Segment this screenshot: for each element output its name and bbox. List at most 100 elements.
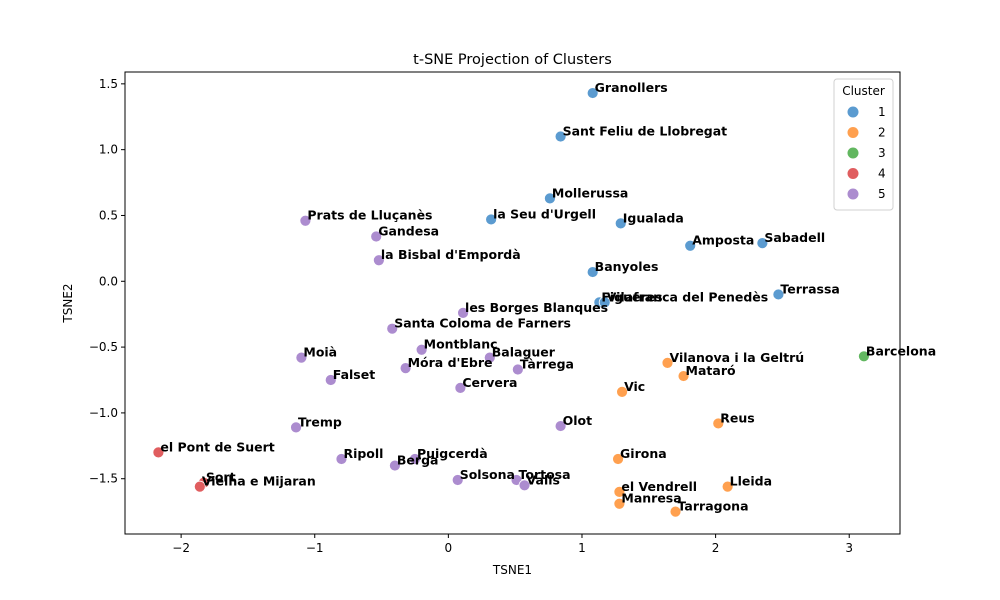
point-label: Tremp <box>298 414 342 429</box>
data-point <box>858 350 870 363</box>
point-label: Mataró <box>686 363 736 378</box>
point-label: Gandesa <box>378 224 439 239</box>
point-label: la Seu d'Urgell <box>493 206 596 221</box>
point-label: Balaguer <box>492 345 556 360</box>
point-label: Tortosa <box>519 467 571 482</box>
point-label: Vic <box>624 379 645 394</box>
point-label: el Pont de Suert <box>160 439 274 454</box>
x-tick-label: 1 <box>578 541 586 555</box>
y-tick-label: 1.0 <box>99 143 118 157</box>
point-label: Lleida <box>730 474 772 489</box>
y-tick-label: −1.5 <box>89 472 118 486</box>
point-label: Olot <box>563 413 592 428</box>
data-point <box>613 497 626 510</box>
legend-marker <box>847 188 859 200</box>
data-point <box>483 351 496 364</box>
plot-area <box>124 71 901 535</box>
y-tick-label: 1.5 <box>99 77 118 91</box>
legend-label: 3 <box>878 146 886 160</box>
y-tick-label: 0.0 <box>99 274 118 288</box>
data-point <box>586 87 599 99</box>
data-point <box>324 374 337 386</box>
point-label: Manresa <box>621 491 681 506</box>
data-point <box>756 237 769 250</box>
data-point <box>370 230 383 243</box>
point-label: Sabadell <box>764 230 825 245</box>
y-tick-label: −1.0 <box>89 406 118 420</box>
point-label: Granollers <box>595 80 668 95</box>
point-label: Terrassa <box>780 281 839 296</box>
legend: Cluster 1 2 3 4 5 <box>833 78 894 211</box>
point-label: Ripoll <box>343 446 383 461</box>
data-point <box>399 362 412 375</box>
legend-marker <box>847 168 859 179</box>
point-label: el Vendrell <box>621 479 697 494</box>
point-label: Móra d'Ebre <box>408 355 493 370</box>
data-point <box>372 254 385 267</box>
data-point <box>669 505 682 518</box>
legend-label: 1 <box>878 105 886 119</box>
x-tick-label: −1 <box>306 541 324 555</box>
point-label: Reus <box>720 410 754 425</box>
data-point <box>415 343 428 356</box>
data-point <box>712 417 725 430</box>
axis-ticks: −2 −1 0 1 2 3 −1.5 −1.0 −0.5 0.0 0.5 1.0 1.5 <box>89 77 853 555</box>
point-label: les Borges Blanques <box>465 300 608 315</box>
data-point <box>290 421 302 434</box>
point-label: Santa Coloma de Farners <box>394 316 571 331</box>
point-label: Falset <box>333 367 375 382</box>
data-point <box>554 420 567 432</box>
point-label: Puigcerdà <box>417 446 488 461</box>
point-labels: Granollers Sant Feliu de Llobregat Molleru… <box>160 80 936 514</box>
point-label: Vielha e Mijaran <box>202 474 316 489</box>
legend-title: Cluster <box>842 84 885 98</box>
data-point <box>295 351 308 364</box>
x-tick-label: 0 <box>445 541 453 555</box>
y-tick-label: −0.5 <box>89 340 118 354</box>
point-label: Girona <box>620 446 667 461</box>
data-point <box>661 356 674 369</box>
data-point <box>684 239 697 252</box>
point-label: Sort <box>206 470 236 485</box>
data-point <box>485 213 498 226</box>
x-tick-label: −2 <box>172 541 190 555</box>
data-point <box>386 322 399 335</box>
point-label: Vilafranca del Penedès <box>607 289 769 304</box>
point-label: Igualada <box>623 210 684 225</box>
data-point <box>409 453 421 465</box>
data-point <box>335 453 348 465</box>
data-point <box>193 480 206 493</box>
legend-marker <box>847 106 859 118</box>
point-label: Sant Feliu de Llobregat <box>563 123 728 138</box>
point-label: Prats de Lluçanès <box>307 208 432 223</box>
point-label: Banyoles <box>595 259 659 274</box>
point-label: Cervera <box>462 375 517 390</box>
y-axis-label: TSNE2 <box>61 283 75 323</box>
y-tick-label: 0.5 <box>99 208 118 222</box>
data-point <box>677 370 690 382</box>
chart-title: t-SNE Projection of Clusters <box>413 52 612 68</box>
legend-marker <box>847 127 859 138</box>
data-point <box>598 296 611 309</box>
point-label: Tàrrega <box>520 356 574 371</box>
point-label: Solsona <box>460 467 515 482</box>
point-label: Moià <box>303 345 337 360</box>
point-label: Vilanova i la Geltrú <box>670 350 805 365</box>
legend-marker <box>847 147 859 159</box>
point-label: Mollerussa <box>552 185 628 200</box>
data-point <box>518 479 531 492</box>
data-point <box>511 363 524 376</box>
data-point <box>389 459 401 472</box>
x-tick-label: 3 <box>845 541 853 555</box>
data-point <box>612 453 624 465</box>
data-point <box>454 381 467 394</box>
data-point <box>544 192 556 205</box>
data-point <box>299 214 312 227</box>
point-label: Berga <box>397 453 439 468</box>
legend-label: 5 <box>878 187 886 201</box>
data-points <box>152 87 870 518</box>
data-point <box>451 474 464 486</box>
x-axis-label: TSNE1 <box>492 563 532 577</box>
legend-label: 4 <box>878 167 886 181</box>
